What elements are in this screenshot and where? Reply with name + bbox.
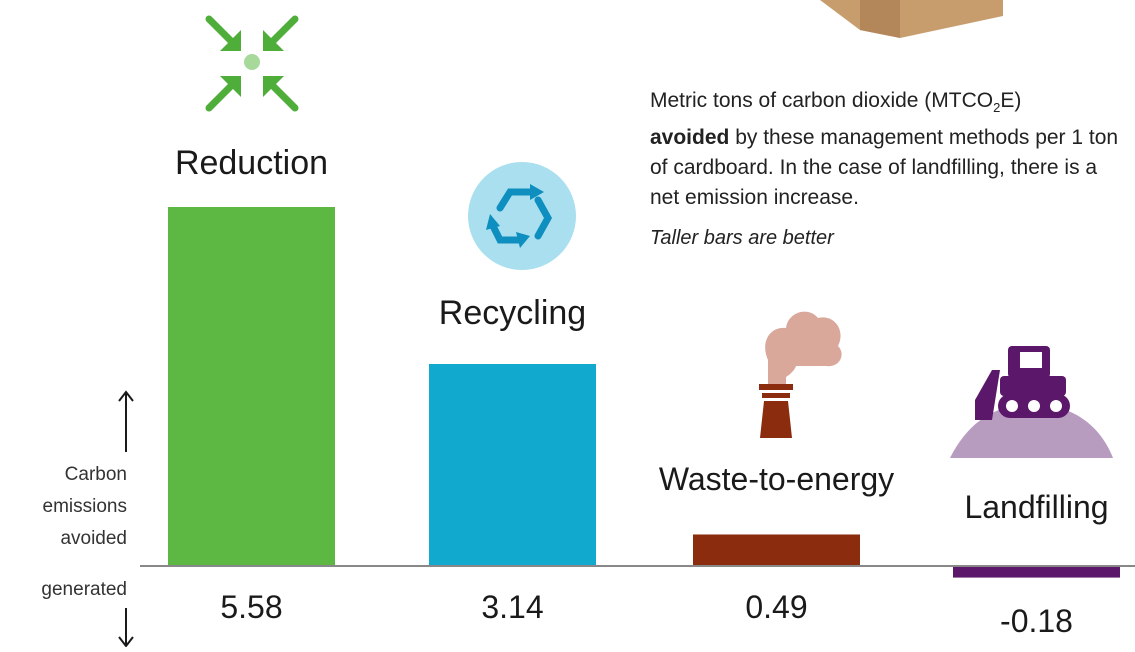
bar-reduction — [168, 207, 335, 566]
description-bold: avoided — [650, 126, 730, 150]
up-arrow-icon — [118, 390, 134, 452]
axis-label-avoided-3: avoided — [60, 528, 127, 549]
category-label-landfilling: Landfilling — [964, 489, 1108, 525]
description-text-2: E) — [1000, 89, 1022, 112]
description-subscript: 2 — [993, 100, 1001, 116]
category-label-recycling: Recycling — [439, 294, 586, 332]
axis-label-avoided-2: emissions — [43, 496, 127, 517]
value-label-waste-to-energy: 0.49 — [745, 589, 807, 625]
bulldozer-icon — [950, 346, 1113, 458]
recycle-icon — [468, 162, 576, 270]
chart-description: Metric tons of carbon dioxide (MTCO2E) av… — [650, 86, 1130, 213]
axis-label-generated: generated — [41, 579, 127, 600]
value-label-reduction: 5.58 — [220, 589, 282, 625]
category-label-reduction: Reduction — [175, 144, 328, 182]
axis-label-avoided-1: Carbon — [65, 464, 127, 485]
category-label-waste-to-energy: Waste-to-energy — [659, 461, 894, 497]
chart-note: Taller bars are better — [650, 227, 834, 249]
cardboard-box-icon — [820, 0, 1003, 38]
bar-landfilling — [953, 566, 1120, 578]
description-text-3: by these management methods per 1 ton of… — [650, 126, 1119, 210]
value-label-recycling: 3.14 — [481, 589, 543, 625]
factory-smoke-icon — [759, 311, 842, 438]
arrows-in-icon — [205, 15, 299, 112]
bar-waste-to-energy — [693, 534, 860, 566]
value-label-landfilling: -0.18 — [1000, 603, 1073, 639]
description-text-1: Metric tons of carbon dioxide (MTCO — [650, 89, 994, 112]
down-arrow-icon — [118, 608, 134, 648]
bar-recycling — [429, 363, 596, 566]
